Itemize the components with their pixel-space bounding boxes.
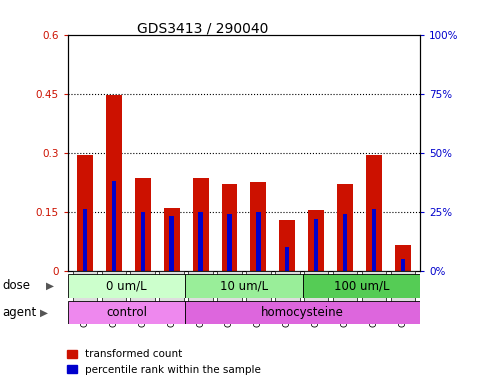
FancyBboxPatch shape xyxy=(304,271,328,306)
Bar xyxy=(112,181,116,271)
FancyBboxPatch shape xyxy=(72,271,97,306)
Legend: transformed count, percentile rank within the sample: transformed count, percentile rank withi… xyxy=(63,345,265,379)
Text: ▶: ▶ xyxy=(40,308,48,318)
Text: dose: dose xyxy=(2,279,30,292)
FancyBboxPatch shape xyxy=(101,271,126,306)
Bar xyxy=(77,155,93,271)
Bar xyxy=(83,209,87,271)
Text: 10 um/L: 10 um/L xyxy=(220,279,268,292)
Bar xyxy=(227,214,232,271)
Text: ▶: ▶ xyxy=(46,281,54,291)
Bar xyxy=(170,217,174,271)
FancyBboxPatch shape xyxy=(217,271,242,306)
Bar xyxy=(343,214,347,271)
FancyBboxPatch shape xyxy=(391,271,415,306)
FancyBboxPatch shape xyxy=(303,274,420,298)
FancyBboxPatch shape xyxy=(275,271,299,306)
Text: 100 um/L: 100 um/L xyxy=(334,279,389,292)
Bar xyxy=(366,155,382,271)
FancyBboxPatch shape xyxy=(68,301,185,324)
Bar xyxy=(164,208,180,271)
FancyBboxPatch shape xyxy=(68,274,185,298)
Bar xyxy=(199,212,203,271)
FancyBboxPatch shape xyxy=(246,271,270,306)
Bar xyxy=(308,210,324,271)
FancyBboxPatch shape xyxy=(130,271,155,306)
Text: agent: agent xyxy=(2,306,37,319)
FancyBboxPatch shape xyxy=(185,301,420,324)
Bar xyxy=(372,209,376,271)
Bar xyxy=(141,212,145,271)
Bar xyxy=(106,95,122,271)
FancyBboxPatch shape xyxy=(188,271,213,306)
Bar xyxy=(337,184,353,271)
Bar xyxy=(222,184,238,271)
Bar xyxy=(395,245,411,271)
FancyBboxPatch shape xyxy=(159,271,184,306)
Text: GDS3413 / 290040: GDS3413 / 290040 xyxy=(137,21,269,35)
Bar xyxy=(314,219,318,271)
Bar xyxy=(400,259,405,271)
FancyBboxPatch shape xyxy=(362,271,386,306)
FancyBboxPatch shape xyxy=(333,271,357,306)
Bar xyxy=(135,178,151,271)
Bar xyxy=(256,212,261,271)
Bar xyxy=(285,247,289,271)
Bar xyxy=(279,220,295,271)
Bar xyxy=(193,178,209,271)
Bar xyxy=(250,182,266,271)
FancyBboxPatch shape xyxy=(185,274,303,298)
Text: homocysteine: homocysteine xyxy=(261,306,344,319)
Text: control: control xyxy=(106,306,147,319)
Text: 0 um/L: 0 um/L xyxy=(106,279,147,292)
